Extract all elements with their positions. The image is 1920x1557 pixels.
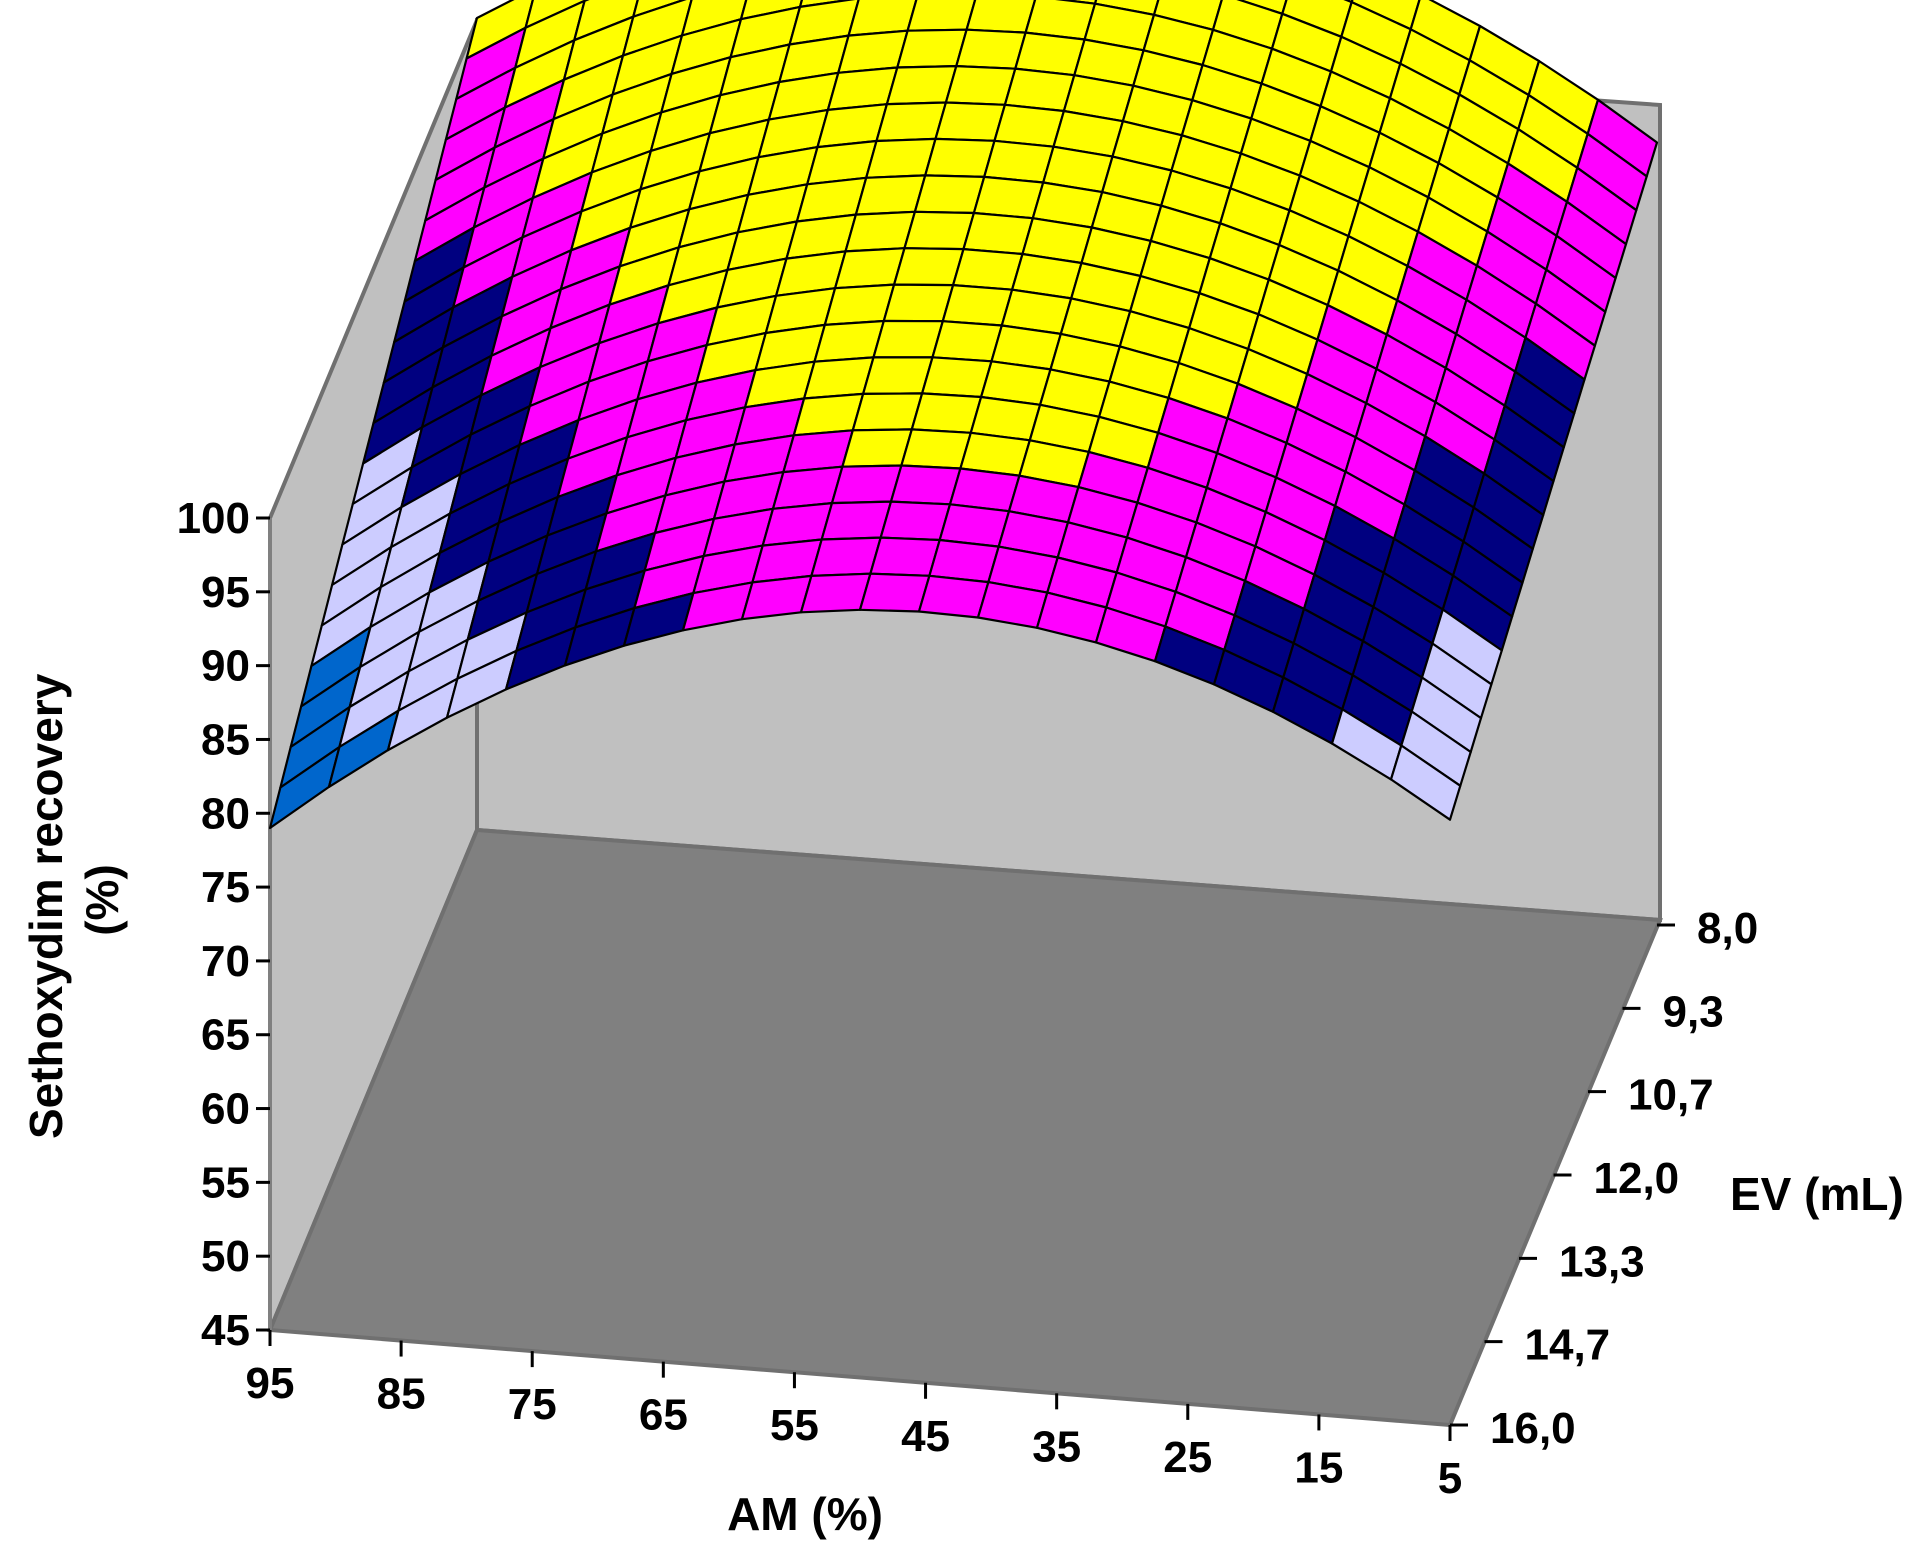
y-tick-label: 13,3 xyxy=(1559,1237,1645,1286)
x-tick-label: 95 xyxy=(246,1359,295,1408)
surface-cell xyxy=(861,356,934,395)
surface-cell xyxy=(879,500,952,542)
surface-cell xyxy=(858,572,931,613)
z-tick-label: 65 xyxy=(201,1011,250,1060)
surface-cell xyxy=(900,428,972,470)
surface-cell xyxy=(892,247,965,287)
surface-cell xyxy=(941,284,1014,327)
z-axis-title: Sethoxydim recovery (%) xyxy=(20,661,128,1139)
surface-cell xyxy=(928,538,1000,584)
floor xyxy=(267,827,1663,1428)
surface-cell xyxy=(851,392,924,432)
x-tick-label: 25 xyxy=(1163,1433,1212,1482)
surface-cell xyxy=(889,464,962,506)
axis-titles: Sethoxydim recovery (%) AM (%) EV (mL) xyxy=(20,661,1904,1540)
surface-cell xyxy=(993,103,1066,148)
z-tick-label: 95 xyxy=(201,568,250,617)
x-tick-label: 85 xyxy=(377,1370,426,1419)
z-tick-label: 70 xyxy=(201,937,250,986)
z-tick-label: 60 xyxy=(201,1085,250,1134)
surface-cell xyxy=(924,137,996,178)
surface-cell xyxy=(841,428,913,468)
x-tick-label: 45 xyxy=(901,1412,950,1461)
surface-cell xyxy=(962,211,1034,256)
surface-cell xyxy=(896,28,968,69)
x-tick-label: 5 xyxy=(1438,1454,1462,1503)
surface-cell xyxy=(869,536,941,577)
y-tick-label: 12,0 xyxy=(1594,1154,1680,1203)
z-tick-label: 100 xyxy=(177,494,250,543)
surface-cell xyxy=(917,574,990,619)
y-axis-title: EV (mL) xyxy=(1730,1168,1904,1220)
x-axis: 95 85 75 65 55 45 35 25 15 5 xyxy=(246,1330,1462,1503)
surface-cell xyxy=(983,139,1055,184)
y-tick-label: 9,3 xyxy=(1663,987,1724,1036)
surface-cell xyxy=(1389,744,1462,821)
z-tick-label: 45 xyxy=(201,1306,250,1355)
z-axis-title-line1: Sethoxydim recovery xyxy=(20,673,72,1139)
surface-cell xyxy=(872,319,944,359)
surface-cell xyxy=(913,174,986,215)
surface-cell xyxy=(910,392,983,434)
surface-cell xyxy=(931,320,1003,363)
surface-cell xyxy=(882,283,955,323)
z-tick-label: 55 xyxy=(201,1158,250,1207)
z-tick-label: 80 xyxy=(201,789,250,838)
z-tick-label: 90 xyxy=(201,642,250,691)
surface-cell xyxy=(830,464,903,505)
y-axis: 8,0 9,3 10,7 12,0 13,3 14,7 16,0 xyxy=(1450,904,1758,1453)
z-axis: 45 50 55 60 65 70 75 80 85 90 95 100 xyxy=(177,494,272,1355)
surface-cell xyxy=(972,175,1045,220)
y-tick-label: 14,7 xyxy=(1525,1321,1611,1370)
z-axis-title-line2: (%) xyxy=(76,864,128,936)
surface-cell xyxy=(903,210,976,251)
surface-cell xyxy=(955,28,1027,70)
surface-cell xyxy=(944,64,1017,106)
surface-cell xyxy=(920,356,993,399)
y-tick-label: 8,0 xyxy=(1697,904,1758,953)
x-tick-label: 15 xyxy=(1294,1443,1343,1492)
x-axis-title: AM (%) xyxy=(727,1488,883,1540)
surface-cell xyxy=(885,64,958,106)
z-tick-label: 50 xyxy=(201,1232,250,1281)
surface-cell xyxy=(1003,67,1076,113)
surface-cell xyxy=(820,500,893,541)
x-tick-label: 65 xyxy=(639,1391,688,1440)
x-tick-label: 55 xyxy=(770,1401,819,1450)
response-surface xyxy=(268,0,1659,830)
y-tick-label: 10,7 xyxy=(1628,1071,1714,1120)
y-tick-label: 16,0 xyxy=(1490,1404,1576,1453)
surface-cell xyxy=(951,248,1024,291)
surface-cell xyxy=(934,101,1007,142)
z-tick-label: 85 xyxy=(201,715,250,764)
z-tick-label: 75 xyxy=(201,863,250,912)
surface-cell xyxy=(965,0,1037,34)
x-tick-label: 35 xyxy=(1032,1422,1081,1471)
x-tick-label: 75 xyxy=(508,1380,557,1429)
